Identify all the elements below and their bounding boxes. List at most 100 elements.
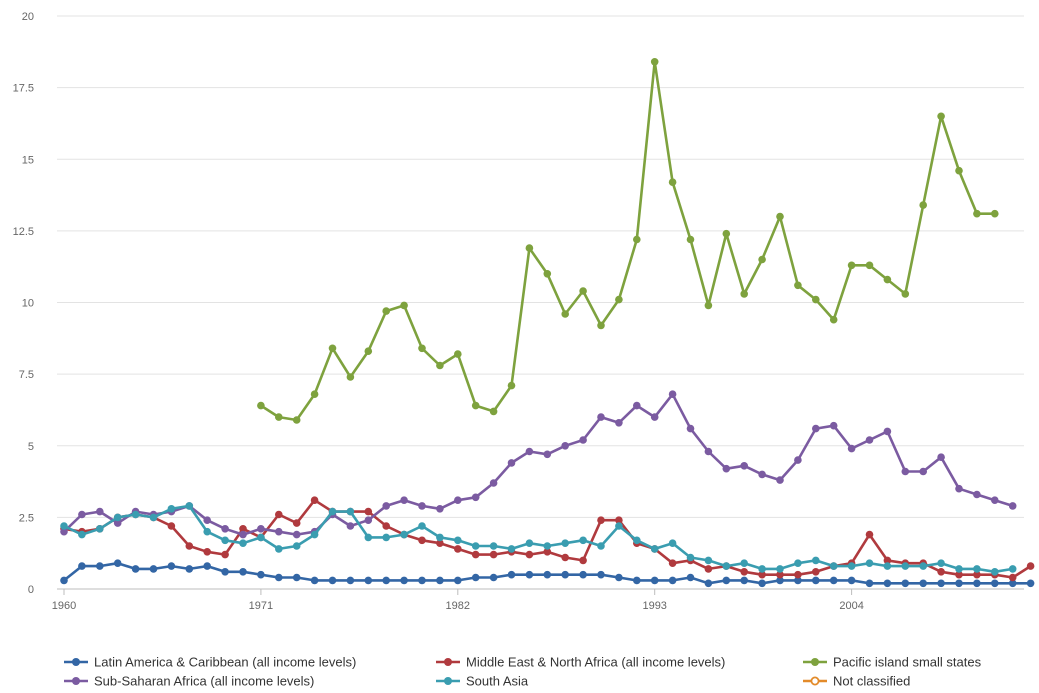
data-point [436, 576, 444, 585]
data-point [400, 530, 408, 539]
data-point [955, 484, 963, 493]
data-point [883, 556, 892, 565]
data-point [740, 576, 748, 585]
data-point [257, 525, 265, 533]
data-point [292, 530, 301, 539]
data-point [113, 519, 122, 527]
data-point [346, 373, 355, 381]
data-point [758, 470, 766, 479]
data-point [418, 576, 426, 585]
data-point [454, 496, 462, 505]
legend-item: Latin America & Caribbean (all income le… [64, 655, 356, 670]
data-point [597, 321, 605, 330]
data-point [794, 456, 802, 464]
data-point [507, 545, 516, 553]
data-point [740, 462, 748, 470]
data-point [794, 281, 802, 290]
data-point [650, 576, 659, 585]
data-point [919, 201, 927, 209]
data-point [382, 576, 391, 585]
legend-label: South Asia [466, 674, 529, 689]
data-point [507, 570, 516, 579]
data-point [615, 522, 623, 530]
y-tick-label: 2.5 [19, 512, 34, 524]
data-point [955, 570, 963, 579]
data-point [776, 570, 784, 579]
x-tick-label: 1960 [52, 600, 76, 612]
data-point [955, 166, 963, 175]
data-point [471, 542, 480, 550]
data-point [525, 550, 534, 559]
data-point [704, 565, 713, 573]
data-point [257, 401, 265, 410]
data-point [310, 576, 319, 585]
data-point [96, 507, 104, 516]
data-point [633, 235, 641, 244]
legend-label: Latin America & Caribbean (all income le… [94, 655, 356, 670]
data-point [722, 576, 731, 585]
data-point [60, 576, 68, 585]
data-point [543, 542, 552, 550]
data-point [973, 209, 981, 218]
data-point [758, 255, 766, 264]
data-point [471, 401, 480, 410]
data-point [812, 568, 820, 576]
data-point [794, 570, 802, 579]
data-point [400, 576, 408, 585]
data-point [471, 493, 480, 502]
data-point [650, 58, 659, 66]
data-point [650, 413, 659, 421]
data-point [436, 361, 444, 370]
data-point [973, 579, 981, 588]
data-point [364, 516, 373, 524]
data-point [919, 467, 927, 476]
legend-swatch-marker [444, 677, 452, 685]
data-point [794, 576, 802, 585]
data-point [615, 573, 623, 582]
data-point [883, 275, 892, 284]
data-point [704, 556, 713, 565]
data-point [597, 570, 605, 579]
data-point [1008, 579, 1017, 588]
data-point [579, 287, 587, 295]
data-point [561, 310, 569, 318]
data-point [221, 568, 229, 576]
data-point [275, 527, 283, 536]
data-point [579, 436, 587, 444]
data-point [203, 516, 211, 524]
legend-item: Pacific island small states [803, 655, 982, 670]
data-point [454, 350, 462, 358]
series-line [260, 60, 995, 422]
data-point [418, 502, 426, 510]
data-point [454, 576, 462, 585]
data-point [847, 562, 856, 570]
data-point [847, 444, 856, 453]
data-point [507, 381, 516, 390]
data-point [221, 525, 229, 533]
data-point [561, 442, 569, 450]
data-point [400, 496, 408, 505]
data-point [364, 507, 373, 516]
data-point [883, 579, 892, 588]
data-point [525, 447, 534, 456]
data-point [686, 573, 695, 582]
data-point [185, 565, 194, 573]
data-point [668, 559, 677, 567]
data-point [561, 553, 569, 562]
data-point [615, 295, 623, 304]
legend-swatch-marker [810, 676, 820, 686]
data-point [203, 527, 211, 536]
data-point [776, 565, 784, 573]
data-point [668, 539, 677, 547]
data-point [292, 416, 301, 424]
data-point [633, 536, 641, 545]
y-tick-label: 17.5 [13, 83, 34, 95]
data-point [507, 459, 516, 467]
data-point [740, 290, 748, 298]
data-point [937, 579, 945, 588]
data-point [579, 536, 587, 545]
y-tick-label: 15 [22, 154, 34, 166]
data-point [758, 579, 766, 588]
data-point [686, 424, 695, 433]
